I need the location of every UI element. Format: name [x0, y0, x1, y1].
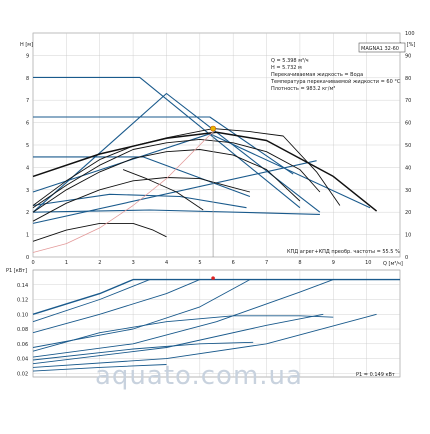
top-series-max-curve	[32, 131, 378, 212]
top-right-tick-label: 70	[405, 98, 411, 104]
watermark: aquato.com.ua	[95, 361, 303, 391]
top-series-duty-curve	[32, 149, 301, 213]
bottom-series-power	[32, 313, 324, 365]
bottom-series-power	[32, 364, 167, 372]
info-line-temp: Температура перекачиваемой жидкости = 60…	[270, 78, 401, 85]
top-x-tick-label: 2	[98, 260, 101, 266]
top-y-tick-label: 6	[26, 121, 29, 127]
top-right-tick-label: 30	[405, 188, 411, 194]
top-x-tick-label: 3	[132, 260, 135, 266]
top-series-duty-curve	[32, 222, 167, 242]
top-x-tick-label: 0	[32, 260, 35, 266]
p1-axis-label: P1 [кВт]	[6, 268, 27, 274]
bottom-series-power	[32, 279, 334, 358]
bottom-y-tick-label: 0.06	[17, 342, 28, 348]
top-x-tick-label: 9	[332, 260, 335, 266]
top-x-tick-label: 10	[365, 260, 371, 266]
model-badge	[358, 42, 406, 53]
bottom-series-power	[32, 341, 254, 361]
operating-point-marker	[210, 125, 216, 132]
power-note: P1 = 0.149 кВт	[356, 372, 395, 378]
power-point-marker	[211, 276, 215, 280]
top-right-tick-label: 80	[405, 76, 411, 82]
top-x-tick-label: 4	[165, 260, 168, 266]
top-series-bottom-line	[32, 193, 247, 209]
bottom-y-tick-label: 0.08	[17, 327, 28, 333]
top-series-duty-curve	[32, 177, 251, 222]
x-axis-label: Q [м³/ч]	[383, 261, 403, 267]
top-right-tick-label: 90	[405, 53, 411, 59]
top-x-tick-label: 6	[232, 260, 235, 266]
bottom-y-tick-label: 0.14	[17, 283, 28, 289]
top-y-tick-label: 7	[26, 98, 29, 104]
top-right-tick-label: 40	[405, 165, 411, 171]
top-series-duty-curve	[32, 128, 341, 206]
bottom-series-power	[32, 279, 400, 323]
model-name: MAGNA1 32-60	[361, 46, 399, 52]
top-x-tick-label: 7	[265, 260, 268, 266]
bottom-y-tick-label: 0.04	[17, 357, 28, 363]
top-y-tick-label: 9	[26, 53, 29, 59]
bottom-grid: 0.02 0.04 0.06 0.08 0.10 0.12 0.14	[17, 269, 401, 377]
top-series-group	[32, 76, 378, 257]
top-x-tick-label: 8	[298, 260, 301, 266]
bottom-series-power	[32, 315, 334, 352]
top-right-tick-label: 50	[405, 143, 411, 149]
efficiency-note: КПД агрег+КПД преобр. частоты = 55.5 %	[287, 249, 400, 255]
bottom-series-power	[32, 279, 251, 348]
top-right-tick-label: 100	[405, 31, 415, 37]
bottom-series-group	[32, 276, 400, 372]
bottom-series-power	[32, 313, 377, 368]
top-y-tick-label: 4	[26, 165, 29, 171]
top-y-tick-label: 3	[26, 188, 29, 194]
top-x-tick-label: 1	[65, 260, 68, 266]
right-axis-label-eta: eta [%]	[397, 42, 415, 48]
top-series-duty-curve	[122, 169, 204, 211]
bottom-y-tick-label: 0.12	[17, 298, 28, 304]
bottom-series-power	[32, 279, 200, 334]
top-right-tick-label: 60	[405, 121, 411, 127]
top-y-tick-label: 0	[26, 255, 29, 261]
top-grid: 0 1 2 3 4 5 6 7 8 9 100123456789010203040506070809…	[26, 31, 415, 266]
bottom-y-tick-label: 0.10	[17, 312, 28, 318]
left-axis-label-h: H [м]	[20, 42, 33, 48]
top-series-control-line	[32, 160, 317, 224]
top-right-tick-label: 0	[405, 255, 408, 261]
top-right-tick-label: 20	[405, 210, 411, 216]
top-y-tick-label: 1	[26, 233, 29, 239]
info-line-fluid: Перекачиваемая жидкость = Вода	[271, 72, 363, 78]
top-series-control-line	[32, 133, 371, 209]
info-line-density: Плотность = 983.2 кг/м³	[271, 86, 335, 92]
operating-info-box: MAGNA1 32-60 Q = 5.398 м³/ч H = 5.732 м …	[270, 42, 406, 378]
top-series-bottom-line	[32, 209, 320, 215]
top-series-efficiency	[32, 131, 214, 253]
top-series-constant-pressure	[33, 76, 301, 209]
top-y-tick-label: 2	[26, 210, 29, 216]
top-right-tick-label: 10	[405, 233, 411, 239]
top-series-duty-curve	[32, 138, 321, 209]
axis-labels: H [м] eta [%] Q [м³/ч] P1 [кВт]	[6, 42, 415, 274]
top-y-tick-label: 5	[26, 143, 29, 149]
top-y-tick-label: 8	[26, 76, 29, 82]
top-series-proportional-pressure	[33, 116, 294, 175]
info-line-h: H = 5.732 м	[271, 65, 302, 71]
bottom-y-tick-label: 0.02	[17, 371, 28, 377]
info-line-q: Q = 5.398 м³/ч	[271, 58, 309, 64]
top-series-control-line	[32, 92, 321, 213]
top-x-tick-label: 5	[198, 260, 201, 266]
